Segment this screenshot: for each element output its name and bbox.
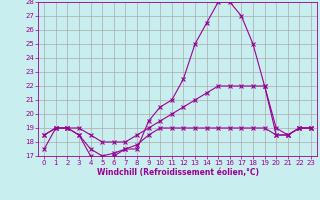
X-axis label: Windchill (Refroidissement éolien,°C): Windchill (Refroidissement éolien,°C) (97, 168, 259, 177)
